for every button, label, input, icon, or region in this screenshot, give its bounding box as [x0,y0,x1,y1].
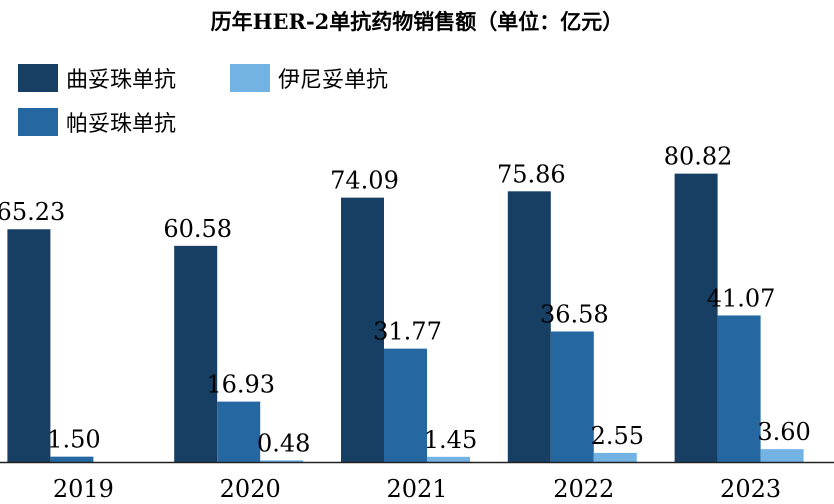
data-label-inetetamab-2022: 2.55 [591,422,644,450]
bar-inetetamab-2021 [427,456,470,462]
bar-trastuzumab-2019 [7,229,51,462]
data-label-pertuzumab-2023: 41.07 [707,284,776,312]
data-label-trastuzumab-2023: 80.82 [664,143,733,171]
chart-title: 历年HER-2单抗药物销售额（单位：亿元） [210,9,624,34]
data-label-pertuzumab-2022: 36.58 [540,300,609,328]
data-label-trastuzumab-2019: 65.23 [0,198,65,226]
data-label-inetetamab-2023: 3.60 [757,418,810,446]
bar-inetetamab-2022 [593,452,637,462]
bar-inetetamab-2023 [760,449,804,462]
legend-swatch-trastuzumab [18,64,58,92]
legend-item-pertuzumab: 帕妥珠单抗 [18,106,176,138]
data-label-pertuzumab-2020: 16.93 [206,371,275,399]
bar-inetetamab-2020 [260,460,304,462]
data-label-trastuzumab-2021: 74.09 [330,167,399,195]
data-label-pertuzumab-2019: 1.50 [47,426,100,454]
legend-item-inetetamab: 伊尼妥单抗 [230,62,388,94]
legend-swatch-inetetamab [230,64,270,92]
x-tick-label-2019: 2019 [53,475,114,503]
legend-swatch-pertuzumab [18,108,58,136]
bar-pertuzumab-2020 [217,401,261,462]
bar-pertuzumab-2021 [384,348,427,462]
legend-item-trastuzumab: 曲妥珠单抗 [18,62,176,94]
bar-trastuzumab-2021 [341,197,384,462]
bar-trastuzumab-2020 [174,245,218,462]
bar-trastuzumab-2022 [507,191,551,462]
x-tick-label-2021: 2021 [386,475,447,503]
data-label-trastuzumab-2022: 75.86 [497,160,566,188]
x-tick-label-2023: 2023 [720,475,781,503]
legend-label-pertuzumab: 帕妥珠单抗 [66,112,177,137]
legend-label-trastuzumab: 曲妥珠单抗 [66,68,177,93]
data-label-inetetamab-2020: 0.48 [257,429,310,457]
legend-label-inetetamab: 伊尼妥单抗 [278,68,389,93]
x-tick-label-2022: 2022 [553,475,614,503]
data-label-pertuzumab-2021: 31.77 [373,318,442,346]
bar-pertuzumab-2023 [717,315,761,462]
x-tick-label-2020: 2020 [220,475,281,503]
data-label-inetetamab-2021: 1.45 [424,426,477,454]
data-label-trastuzumab-2020: 60.58 [163,215,232,243]
bar-trastuzumab-2023 [674,173,718,462]
bar-pertuzumab-2019 [50,456,94,462]
bar-pertuzumab-2022 [550,331,594,462]
